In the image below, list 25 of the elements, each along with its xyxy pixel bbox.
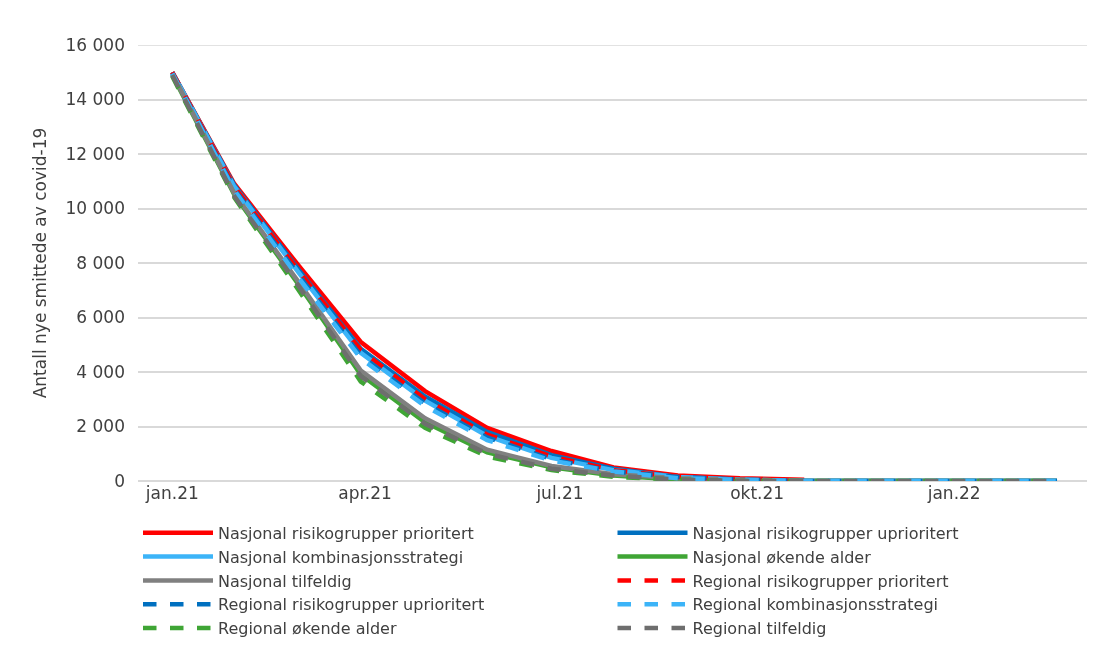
x-tick-label: jul.21 bbox=[535, 483, 584, 503]
x-tick-label: jan.22 bbox=[926, 483, 981, 503]
y-tick-label: 10 000 bbox=[65, 198, 125, 219]
legend-label: Regional risikogrupper uprioritert bbox=[218, 595, 485, 615]
x-tick-label: okt.21 bbox=[730, 483, 785, 503]
legend-label: Regional kombinasjonsstrategi bbox=[692, 595, 938, 615]
legend-label: Nasjonal risikogrupper uprioritert bbox=[692, 524, 959, 544]
x-tick-label: apr.21 bbox=[338, 483, 392, 503]
legend-label: Regional tilfeldig bbox=[692, 619, 827, 639]
legend-label: Nasjonal tilfeldig bbox=[218, 571, 352, 591]
y-tick-label: 16 000 bbox=[65, 34, 125, 55]
y-tick-label: 4 000 bbox=[76, 361, 125, 382]
y-tick-label: 14 000 bbox=[65, 89, 125, 110]
legend-label: Regional risikogrupper prioritert bbox=[692, 571, 949, 591]
y-tick-label: 8 000 bbox=[76, 252, 125, 273]
x-tick-label: jan.21 bbox=[144, 483, 199, 503]
y-tick-label: 0 bbox=[114, 470, 125, 491]
legend-label: Nasjonal kombinasjonsstrategi bbox=[218, 547, 464, 567]
legend-label: Nasjonal risikogrupper prioritert bbox=[218, 524, 474, 544]
legend-label: Nasjonal økende alder bbox=[692, 547, 872, 567]
y-axis-title: Antall nye smittede av covid-19 bbox=[30, 127, 51, 399]
y-tick-label: 2 000 bbox=[76, 416, 125, 437]
y-tick-label: 6 000 bbox=[76, 307, 125, 328]
y-tick-label: 12 000 bbox=[65, 143, 125, 164]
legend-label: Regional økende alder bbox=[218, 619, 397, 639]
